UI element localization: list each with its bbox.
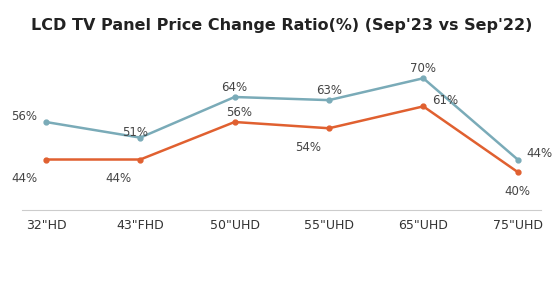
- Text: 54%: 54%: [295, 141, 321, 154]
- Text: 70%: 70%: [410, 62, 436, 75]
- Text: 56%: 56%: [12, 110, 37, 123]
- Text: 40%: 40%: [504, 185, 531, 198]
- Text: 44%: 44%: [526, 148, 552, 160]
- Title: LCD TV Panel Price Change Ratio(%) (Sep'23 vs Sep'22): LCD TV Panel Price Change Ratio(%) (Sep'…: [31, 18, 532, 33]
- Text: 51%: 51%: [123, 126, 148, 139]
- Text: 44%: 44%: [12, 173, 37, 185]
- Text: 61%: 61%: [432, 94, 458, 107]
- Text: 63%: 63%: [316, 84, 342, 97]
- Text: 44%: 44%: [106, 173, 132, 185]
- Text: 56%: 56%: [227, 106, 252, 119]
- Text: 64%: 64%: [222, 81, 248, 94]
